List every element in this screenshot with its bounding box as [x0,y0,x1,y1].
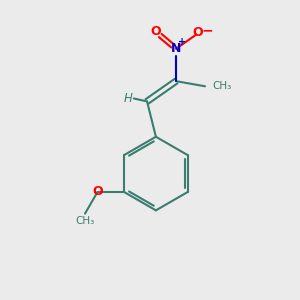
Text: O: O [193,26,203,39]
Text: −: − [202,23,214,37]
Text: H: H [124,92,132,105]
Text: CH₃: CH₃ [212,81,232,91]
Text: CH₃: CH₃ [75,216,94,226]
Text: N: N [171,42,181,55]
Text: O: O [150,25,161,38]
Text: O: O [92,185,103,199]
Text: +: + [178,37,186,47]
